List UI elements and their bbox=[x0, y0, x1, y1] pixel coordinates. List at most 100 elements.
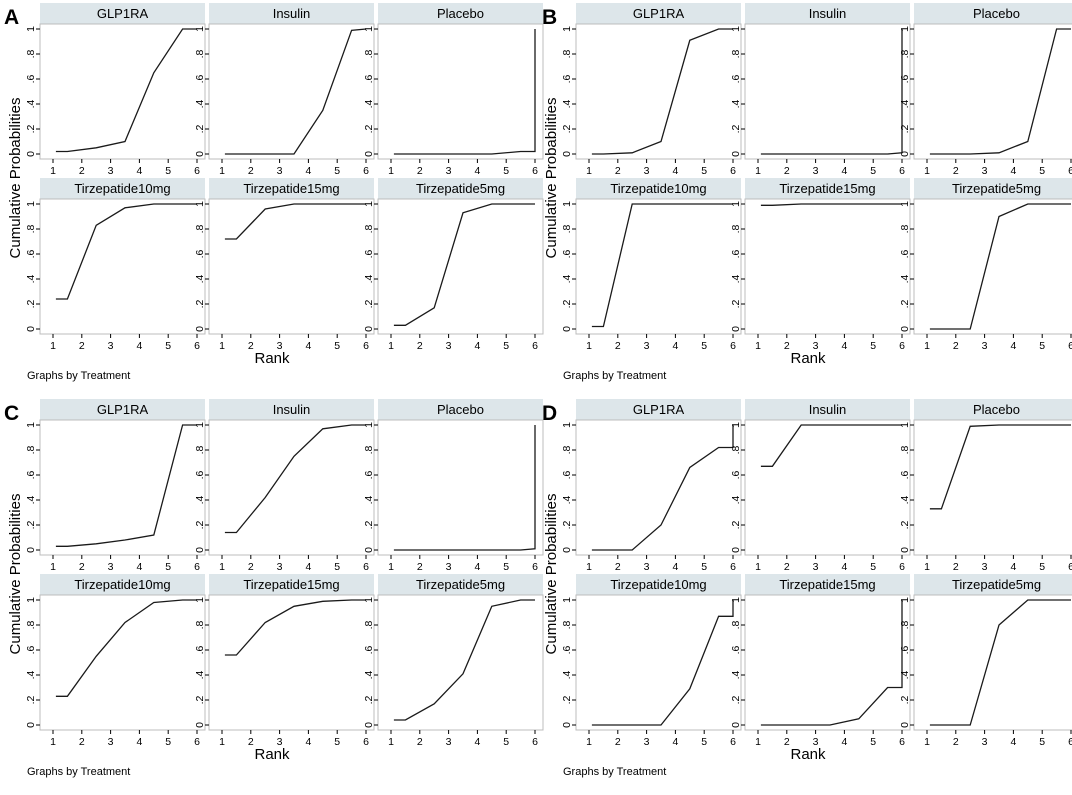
x-tick-label: 4 bbox=[841, 340, 847, 352]
subplot-placebo: Placebo 0 .2 .4 .6 .8 1 1 2 3 4 5 6 bbox=[899, 3, 1072, 177]
y-tick-label: 1 bbox=[899, 422, 911, 428]
x-tick-label: 5 bbox=[701, 561, 707, 573]
x-tick-label: 4 bbox=[305, 340, 311, 352]
x-tick-label: 1 bbox=[924, 340, 930, 352]
x-tick-label: 3 bbox=[108, 561, 114, 573]
series-line bbox=[393, 425, 536, 551]
plot-area bbox=[913, 198, 1072, 335]
x-tick-label: 6 bbox=[1068, 165, 1072, 177]
strip-title: Tirzepatide15mg bbox=[243, 577, 339, 592]
y-tick-label: .4 bbox=[561, 99, 573, 108]
y-tick-label: .8 bbox=[561, 224, 573, 233]
x-tick-label: 5 bbox=[701, 736, 707, 748]
strip-header bbox=[40, 399, 205, 420]
y-tick-label: .6 bbox=[730, 645, 742, 654]
y-tick-label: 0 bbox=[25, 326, 37, 332]
series-line bbox=[929, 599, 1071, 726]
x-tick-label: 5 bbox=[870, 340, 876, 352]
y-tick-label: .6 bbox=[25, 249, 37, 258]
x-tick-label: 3 bbox=[982, 561, 988, 573]
plot-area bbox=[575, 419, 742, 556]
y-tick-label: 1 bbox=[561, 422, 573, 428]
strip-header bbox=[209, 574, 374, 595]
x-tick-label: 2 bbox=[953, 340, 959, 352]
by-note: Graphs by Treatment bbox=[27, 766, 130, 778]
y-tick-label: .8 bbox=[194, 49, 206, 58]
strip-header bbox=[914, 3, 1072, 24]
y-tick-label: 0 bbox=[899, 722, 911, 728]
x-tick-label: 2 bbox=[784, 165, 790, 177]
x-tick-label: 2 bbox=[79, 340, 85, 352]
x-tick-label: 2 bbox=[417, 340, 423, 352]
x-tick-label: 3 bbox=[108, 340, 114, 352]
y-tick-label: .4 bbox=[561, 670, 573, 679]
subplot-insulin: Insulin 0 .2 .4 .6 .8 1 1 2 3 4 5 6 bbox=[730, 399, 911, 573]
x-tick-label: 5 bbox=[1039, 340, 1045, 352]
x-tick-label: 3 bbox=[644, 340, 650, 352]
series-line bbox=[224, 28, 367, 155]
y-tick-label: .4 bbox=[194, 274, 206, 283]
x-tick-label: 6 bbox=[194, 340, 200, 352]
series-line bbox=[224, 599, 366, 656]
series-line bbox=[929, 28, 1071, 155]
y-tick-label: .8 bbox=[25, 445, 37, 454]
y-tick-label: 1 bbox=[899, 26, 911, 32]
x-tick-label: 3 bbox=[446, 561, 452, 573]
y-tick-label: .2 bbox=[561, 520, 573, 529]
y-axis-title: Cumulative Probabilities bbox=[7, 98, 24, 259]
y-tick-label: .4 bbox=[730, 495, 742, 504]
x-tick-label: 3 bbox=[277, 736, 283, 748]
x-tick-label: 4 bbox=[672, 340, 678, 352]
strip-title: Placebo bbox=[973, 6, 1020, 21]
x-tick-label: 2 bbox=[417, 561, 423, 573]
strip-title: Insulin bbox=[273, 402, 311, 417]
series-line bbox=[929, 424, 1071, 510]
x-tick-label: 1 bbox=[755, 340, 761, 352]
y-tick-label: .4 bbox=[25, 99, 37, 108]
y-tick-label: .6 bbox=[730, 249, 742, 258]
x-tick-label: 1 bbox=[219, 165, 225, 177]
y-tick-label: .8 bbox=[730, 49, 742, 58]
y-tick-label: .6 bbox=[730, 470, 742, 479]
y-tick-label: .2 bbox=[730, 124, 742, 133]
y-tick-label: .2 bbox=[363, 695, 375, 704]
y-tick-label: .8 bbox=[363, 224, 375, 233]
y-tick-label: .6 bbox=[730, 74, 742, 83]
series-line bbox=[760, 600, 903, 726]
x-tick-label: 2 bbox=[784, 736, 790, 748]
x-tick-label: 3 bbox=[108, 736, 114, 748]
subplot-tirzepatide10mg: Tirzepatide10mg 0 .2 .4 .6 .8 1 1 2 3 4 5 6 bbox=[561, 574, 742, 748]
y-tick-label: .8 bbox=[730, 224, 742, 233]
x-tick-label: 2 bbox=[784, 340, 790, 352]
x-tick-label: 3 bbox=[982, 736, 988, 748]
subplot-placebo: Placebo 0 .2 .4 .6 .8 1 1 2 3 4 5 6 bbox=[363, 3, 544, 177]
x-tick-label: 4 bbox=[305, 736, 311, 748]
y-tick-label: 0 bbox=[363, 326, 375, 332]
strip-title: Tirzepatide5mg bbox=[952, 577, 1041, 592]
x-tick-label: 6 bbox=[363, 165, 369, 177]
strip-title: Tirzepatide15mg bbox=[243, 181, 339, 196]
y-tick-label: 0 bbox=[730, 151, 742, 157]
y-tick-label: .6 bbox=[561, 470, 573, 479]
x-tick-label: 1 bbox=[388, 736, 394, 748]
y-tick-label: .4 bbox=[194, 495, 206, 504]
y-tick-label: 0 bbox=[561, 722, 573, 728]
y-tick-label: .2 bbox=[363, 299, 375, 308]
x-tick-label: 1 bbox=[50, 736, 56, 748]
x-tick-label: 3 bbox=[277, 561, 283, 573]
series-line bbox=[393, 599, 535, 721]
strip-header bbox=[914, 574, 1072, 595]
x-tick-label: 1 bbox=[219, 736, 225, 748]
x-tick-label: 4 bbox=[841, 561, 847, 573]
y-tick-label: .6 bbox=[561, 645, 573, 654]
y-axis-title: Cumulative Probabilities bbox=[543, 494, 560, 655]
plot-area bbox=[39, 23, 206, 160]
y-tick-label: .2 bbox=[730, 695, 742, 704]
x-tick-label: 5 bbox=[870, 561, 876, 573]
plot-area bbox=[744, 198, 911, 335]
x-tick-label: 5 bbox=[1039, 165, 1045, 177]
y-tick-label: 0 bbox=[194, 547, 206, 553]
rank-chart-b: B Cumulative Probabilities Rank Graphs by T… bbox=[542, 3, 1072, 382]
x-tick-label: 1 bbox=[586, 340, 592, 352]
y-tick-label: 1 bbox=[730, 422, 742, 428]
